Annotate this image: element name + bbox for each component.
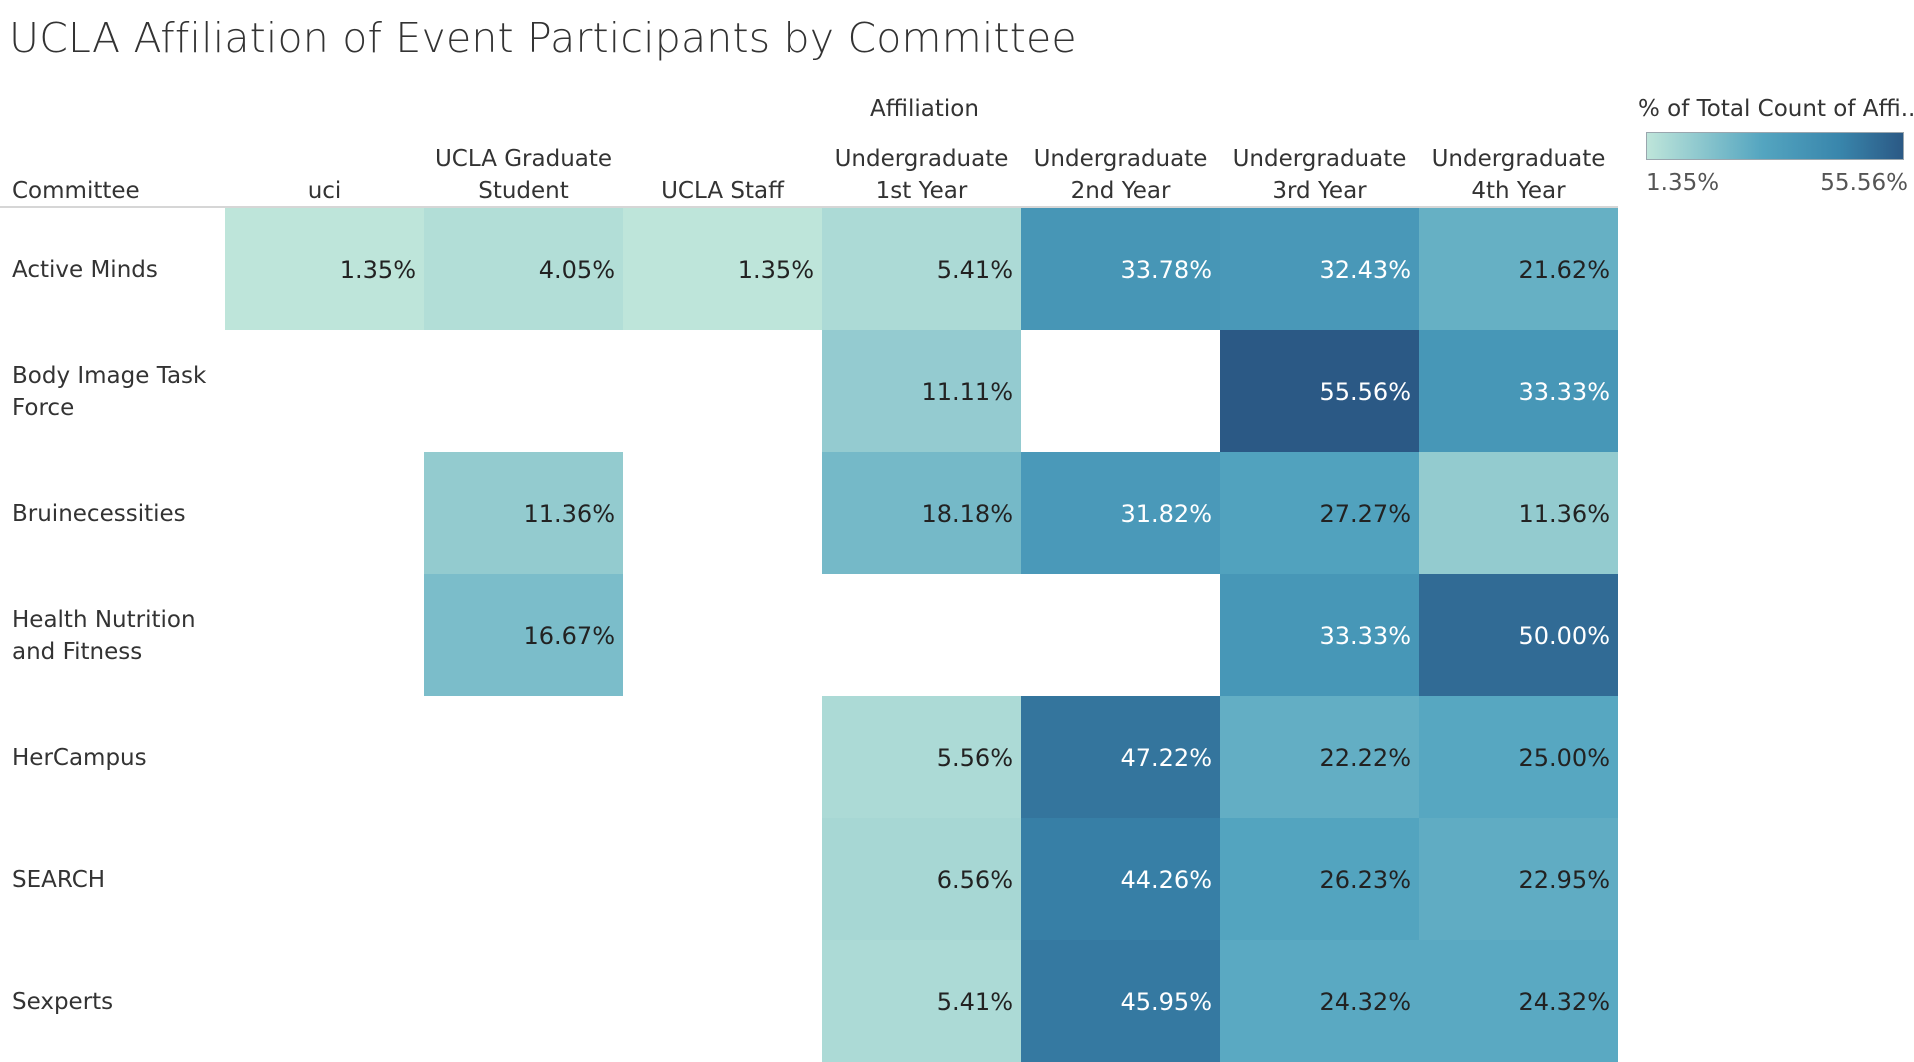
row-label: Body Image Task Force xyxy=(12,363,207,421)
heatmap-cell xyxy=(424,452,623,574)
cell-value-label: 27.27% xyxy=(1319,500,1411,528)
cell-value-label: 22.95% xyxy=(1518,866,1610,894)
cell-value-label: 24.32% xyxy=(1518,988,1610,1016)
column-header: uci xyxy=(308,178,342,204)
heatmap-cell xyxy=(822,818,1021,940)
heatmap-cell xyxy=(1419,818,1618,940)
row-label: Sexperts xyxy=(12,989,113,1015)
heatmap-cell xyxy=(822,696,1021,818)
heatmap-cell xyxy=(1419,696,1618,818)
cell-value-label: 24.32% xyxy=(1319,988,1411,1016)
cell-value-label: 33.78% xyxy=(1120,256,1212,284)
cell-value-label: 33.33% xyxy=(1518,378,1610,406)
cell-value-label: 22.22% xyxy=(1319,744,1411,772)
heatmap-cell xyxy=(1419,208,1618,330)
heatmap-cell xyxy=(1021,208,1220,330)
cell-value-label: 25.00% xyxy=(1518,744,1610,772)
heatmap-cell xyxy=(1419,940,1618,1062)
legend-color-ramp xyxy=(1646,132,1904,160)
cell-value-label: 5.56% xyxy=(937,744,1013,772)
cell-value-label: 1.35% xyxy=(738,256,814,284)
row-label: Health Nutrition and Fitness xyxy=(12,607,196,665)
heatmap-cell xyxy=(1220,330,1419,452)
row-label: HerCampus xyxy=(12,745,147,771)
heatmap-cell xyxy=(1220,940,1419,1062)
heatmap-cell xyxy=(1220,452,1419,574)
heatmap-cell xyxy=(1021,940,1220,1062)
cell-value-label: 47.22% xyxy=(1120,744,1212,772)
heatmap-cell xyxy=(225,208,424,330)
heatmap-cell xyxy=(1220,818,1419,940)
cell-value-label: 44.26% xyxy=(1120,866,1212,894)
heatmap-cell xyxy=(1220,574,1419,696)
cell-value-label: 31.82% xyxy=(1120,500,1212,528)
cell-value-label: 5.41% xyxy=(937,256,1013,284)
chart-title: UCLA Affiliation of Event Participants b… xyxy=(9,14,1077,62)
heatmap-cell xyxy=(822,208,1021,330)
cell-value-label: 11.36% xyxy=(1518,500,1610,528)
column-header: Undergraduate 4th Year xyxy=(1432,146,1606,204)
heatmap-chart: Affiliation Committee uci UCLA Graduate Stud… xyxy=(0,96,1618,1062)
cell-value-label: 6.56% xyxy=(937,866,1013,894)
heatmap-cell xyxy=(822,330,1021,452)
heatmap-cell xyxy=(424,574,623,696)
cell-value-label: 16.67% xyxy=(523,622,615,650)
column-header: Undergraduate 1st Year xyxy=(835,146,1009,204)
cell-value-label: 26.23% xyxy=(1319,866,1411,894)
cell-value-label: 21.62% xyxy=(1518,256,1610,284)
heatmap-cell xyxy=(1419,330,1618,452)
heatmap-cell xyxy=(1419,452,1618,574)
cell-value-label: 32.43% xyxy=(1319,256,1411,284)
row-label: SEARCH xyxy=(12,867,105,893)
cell-value-label: 33.33% xyxy=(1319,622,1411,650)
cell-value-label: 5.41% xyxy=(937,988,1013,1016)
heatmap-cell xyxy=(1021,818,1220,940)
heatmap-cell xyxy=(424,208,623,330)
heatmap-cell xyxy=(1220,696,1419,818)
heatmap-cell xyxy=(1419,574,1618,696)
heatmap-cell xyxy=(822,452,1021,574)
cell-value-label: 11.36% xyxy=(523,500,615,528)
cell-value-label: 4.05% xyxy=(539,256,615,284)
legend-min-label: 1.35% xyxy=(1646,170,1720,196)
cell-value-label: 50.00% xyxy=(1518,622,1610,650)
cell-value-label: 18.18% xyxy=(921,500,1013,528)
column-header: Undergraduate 2nd Year xyxy=(1034,146,1208,204)
cell-value-label: 11.11% xyxy=(921,378,1013,406)
heatmap-cell xyxy=(623,208,822,330)
heatmap-cell xyxy=(1021,452,1220,574)
cell-value-label: 45.95% xyxy=(1120,988,1212,1016)
heatmap-cell xyxy=(1220,208,1419,330)
cell-value-label: 1.35% xyxy=(340,256,416,284)
row-label: Bruinecessities xyxy=(12,501,186,527)
legend-max-label: 55.56% xyxy=(1820,170,1908,196)
legend-title: % of Total Count of Affi.. xyxy=(1638,96,1914,122)
column-header: UCLA Graduate Student xyxy=(435,146,612,204)
heatmap-cell xyxy=(1021,696,1220,818)
cell-value-label: 55.56% xyxy=(1319,378,1411,406)
heatmap-cell xyxy=(822,940,1021,1062)
column-header: Undergraduate 3rd Year xyxy=(1233,146,1407,204)
row-label: Active Minds xyxy=(12,257,158,283)
row-header-label: Committee xyxy=(12,178,140,204)
column-header: UCLA Staff xyxy=(661,178,785,204)
column-group-label: Affiliation xyxy=(870,96,979,122)
